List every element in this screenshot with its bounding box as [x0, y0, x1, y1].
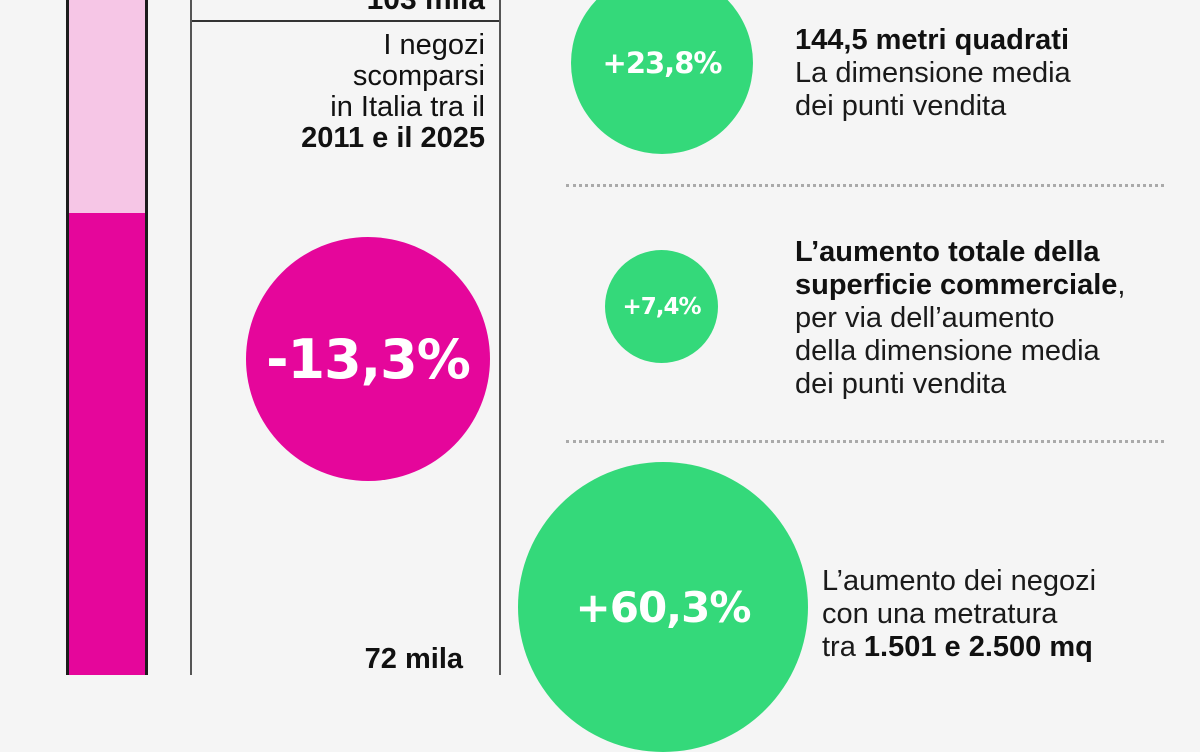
change-badge-circle: -13,3%: [246, 237, 490, 481]
stat-3-line-3-bold: 1.501 e 2.500 mq: [863, 631, 1093, 663]
stat-2-line-2: della dimensione media: [795, 335, 1100, 367]
stat-3-line-2: con una metratura: [822, 598, 1058, 630]
desc-line-2: scomparsi: [352, 60, 485, 92]
bar-remaining-segment: [69, 213, 145, 675]
stat-2-line-1: per via dell’aumento: [795, 302, 1055, 334]
stat-1-circle: +23,8%: [571, 0, 753, 154]
change-badge: -13,3%: [266, 327, 471, 391]
stat-2-badge: +7,4%: [622, 293, 701, 320]
bottom-value: 72 mila: [364, 643, 463, 675]
left-panel: 103 mila I negozi scomparsi in Italia tr…: [190, 0, 501, 675]
stat-3-badge: +60,3%: [575, 582, 752, 632]
stat-2-bold-1: L’aumento totale della: [795, 236, 1100, 268]
stat-2-bold-2: superficie commerciale: [795, 269, 1118, 301]
bar-disappeared-segment: [69, 0, 145, 213]
stat-1-line-1: La dimensione media: [795, 57, 1071, 89]
desc-years: 2011 e il 2025: [301, 122, 485, 154]
separator-1: [566, 184, 1164, 187]
stat-3-circle: +60,3%: [518, 462, 808, 752]
stat-2-circle: +7,4%: [605, 250, 718, 363]
stat-1-line-2: dei punti vendita: [795, 90, 1007, 122]
stat-2-comma: ,: [1117, 269, 1126, 301]
stores-description: I negozi scomparsi in Italia tra il 2011…: [225, 30, 485, 154]
stat-3-line-3-pre: tra: [822, 631, 864, 663]
stat-2-line-3: dei punti vendita: [795, 368, 1007, 400]
stat-2-text: L’aumento totale della superficie commer…: [795, 236, 1195, 401]
stat-3-text: L’aumento dei negozi con una metratura t…: [822, 565, 1192, 664]
stat-1-text: 144,5 metri quadrati La dimensione media…: [795, 24, 1185, 123]
panel-rule: [192, 20, 499, 22]
desc-line-3: in Italia tra il: [330, 91, 485, 123]
top-value: 103 mila: [367, 0, 485, 18]
desc-line-1: I negozi: [383, 29, 485, 61]
stat-3-line-1: L’aumento dei negozi: [822, 565, 1097, 597]
stat-1-title: 144,5 metri quadrati: [795, 24, 1069, 56]
separator-2: [566, 440, 1164, 443]
stores-bar: [66, 0, 148, 675]
stat-1-badge: +23,8%: [602, 46, 723, 80]
